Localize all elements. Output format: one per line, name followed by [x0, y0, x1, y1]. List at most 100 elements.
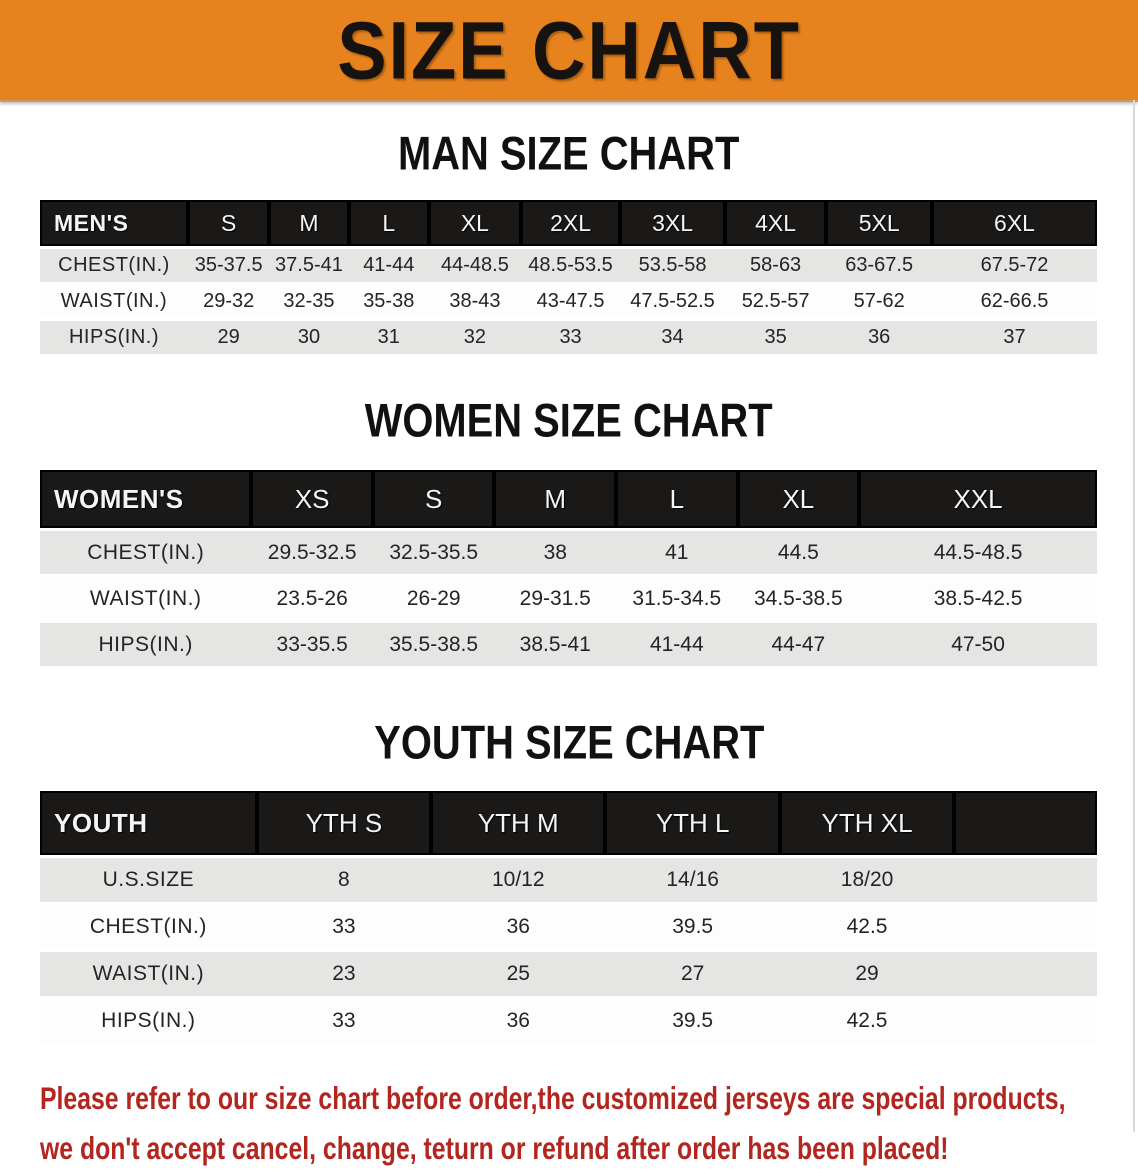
row-label: WAIST(IN.) [40, 952, 257, 999]
size-cell: 42.5 [779, 999, 955, 1046]
spacer-cell [954, 791, 1097, 858]
size-cell: 33-35.5 [251, 623, 373, 669]
size-cell: 34.5-38.5 [737, 577, 860, 623]
size-column-header: 6XL [932, 200, 1097, 249]
size-cell: 44-48.5 [428, 249, 521, 285]
banner-title: SIZE CHART [337, 3, 801, 97]
size-cell: 36 [431, 905, 606, 952]
size-cell: 35.5-38.5 [372, 623, 495, 669]
size-cell: 39.5 [605, 905, 780, 952]
size-cell: 41-44 [348, 249, 429, 285]
size-cell: 52.5-57 [724, 285, 827, 321]
youth-header-row: YOUTH YTH S YTH M YTH L YTH XL [40, 791, 1097, 858]
size-cell: 23.5-26 [251, 577, 373, 623]
size-column-header: YTH S [256, 791, 432, 858]
size-column-header: S [187, 200, 270, 249]
disclaimer: Please refer to our size chart before or… [40, 1074, 1138, 1174]
size-column-header: YTH M [431, 791, 606, 858]
size-cell: 27 [605, 952, 780, 999]
size-cell: 32.5-35.5 [372, 531, 495, 577]
size-cell: 29.5-32.5 [251, 531, 373, 577]
row-label: WAIST(IN.) [40, 285, 188, 321]
size-cell: 37.5-41 [269, 249, 349, 285]
size-column-header: XS [251, 470, 373, 531]
size-cell: 44.5 [737, 531, 860, 577]
size-cell: 36 [826, 321, 933, 357]
row-label: U.S.SIZE [40, 858, 257, 905]
spacer-cell [954, 999, 1097, 1046]
row-label: WAIST(IN.) [40, 577, 252, 623]
size-cell: 26-29 [372, 577, 495, 623]
section-title-men: MAN SIZE CHART [398, 127, 740, 180]
row-label: CHEST(IN.) [40, 531, 252, 577]
size-cell: 58-63 [724, 249, 827, 285]
size-column-header: L [616, 470, 738, 531]
size-cell: 29-31.5 [494, 577, 617, 623]
size-cell: 23 [256, 952, 432, 999]
size-cell: 39.5 [605, 999, 780, 1046]
spacer-cell [954, 905, 1097, 952]
size-cell: 48.5-53.5 [520, 249, 621, 285]
size-cell: 31.5-34.5 [616, 577, 738, 623]
size-cell: 53.5-58 [620, 249, 725, 285]
size-cell: 29 [779, 952, 955, 999]
size-cell: 35-38 [348, 285, 429, 321]
size-column-header: 2XL [520, 200, 621, 249]
section-title-youth: YOUTH SIZE CHART [373, 716, 765, 769]
row-label: HIPS(IN.) [40, 623, 252, 669]
size-cell: 38-43 [428, 285, 521, 321]
size-column-header: 5XL [826, 200, 933, 249]
section-title-women: WOMEN SIZE CHART [365, 394, 773, 447]
size-cell: 47-50 [859, 623, 1097, 669]
size-cell: 31 [348, 321, 429, 357]
size-column-header: 4XL [724, 200, 827, 249]
youth-size-table: YOUTH YTH S YTH M YTH L YTH XL U.S.SIZE 8 10/12… [40, 791, 1097, 1046]
size-cell: 14/16 [605, 858, 780, 905]
table-row: HIPS(IN.) 29 30 31 32 33 34 35 36 37 [40, 321, 1097, 357]
men-header-row: MEN'S S M L XL 2XL 3XL 4XL 5XL 6XL [40, 200, 1097, 249]
table-row: U.S.SIZE 8 10/12 14/16 18/20 [40, 858, 1097, 905]
size-cell: 34 [620, 321, 725, 357]
men-header-label: MEN'S [40, 200, 188, 249]
size-column-header: S [372, 470, 495, 531]
size-column-header: XXL [859, 470, 1097, 531]
women-size-table: WOMEN'S XS S M L XL XXL CHEST(IN.) 29.5-32.5 32.5… [40, 470, 1097, 669]
size-cell: 29 [187, 321, 270, 357]
size-cell: 8 [256, 858, 432, 905]
size-cell: 42.5 [779, 905, 955, 952]
size-cell: 57-62 [826, 285, 933, 321]
size-column-header: M [494, 470, 617, 531]
size-cell: 10/12 [431, 858, 606, 905]
size-cell: 33 [256, 905, 432, 952]
table-row: WAIST(IN.) 29-32 32-35 35-38 38-43 43-47.5 47.… [40, 285, 1097, 321]
size-cell: 33 [520, 321, 621, 357]
size-cell: 36 [431, 999, 606, 1046]
table-row: HIPS(IN.) 33-35.5 35.5-38.5 38.5-41 41-44 44-… [40, 623, 1097, 669]
size-column-header: XL [428, 200, 521, 249]
size-column-header: L [348, 200, 429, 249]
banner: SIZE CHART [0, 0, 1138, 102]
spacer-cell [954, 858, 1097, 905]
size-column-header: M [269, 200, 349, 249]
size-cell: 29-32 [187, 285, 270, 321]
size-cell: 44-47 [737, 623, 860, 669]
size-cell: 30 [269, 321, 349, 357]
disclaimer-line-2: we don't accept cancel, change, teturn o… [40, 1130, 949, 1167]
row-label: CHEST(IN.) [40, 249, 188, 285]
size-cell: 47.5-52.5 [620, 285, 725, 321]
size-column-header: YTH XL [779, 791, 955, 858]
size-cell: 43-47.5 [520, 285, 621, 321]
size-cell: 38.5-42.5 [859, 577, 1097, 623]
size-cell: 32-35 [269, 285, 349, 321]
table-row: WAIST(IN.) 23.5-26 26-29 29-31.5 31.5-34.5 34… [40, 577, 1097, 623]
row-label: HIPS(IN.) [40, 321, 188, 357]
size-cell: 63-67.5 [826, 249, 933, 285]
size-cell: 38.5-41 [494, 623, 617, 669]
table-row: WAIST(IN.) 23 25 27 29 [40, 952, 1097, 999]
size-column-header: XL [737, 470, 860, 531]
men-size-table: MEN'S S M L XL 2XL 3XL 4XL 5XL 6XL CHEST(IN.) 35-37… [40, 200, 1097, 357]
table-row: CHEST(IN.) 33 36 39.5 42.5 [40, 905, 1097, 952]
women-header-label: WOMEN'S [40, 470, 252, 531]
youth-header-label: YOUTH [40, 791, 257, 858]
table-row: HIPS(IN.) 33 36 39.5 42.5 [40, 999, 1097, 1046]
